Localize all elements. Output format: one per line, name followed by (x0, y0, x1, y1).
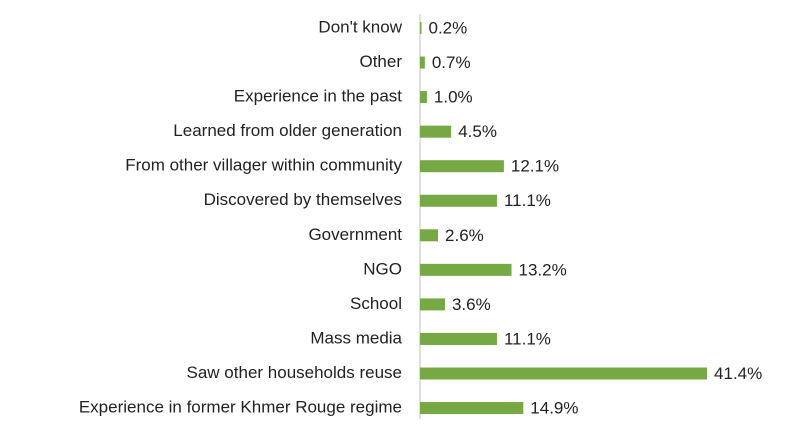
bar (420, 56, 425, 69)
bar (420, 298, 445, 311)
data-label: 4.5% (458, 122, 497, 141)
data-label: 13.2% (519, 260, 567, 279)
data-label: 3.6% (452, 295, 491, 314)
category-label: Saw other households reuse (187, 363, 402, 382)
data-label: 0.2% (429, 18, 468, 37)
bar (420, 125, 452, 138)
category-label: Mass media (310, 328, 402, 347)
category-label: Don't know (318, 17, 402, 36)
category-label: Learned from older generation (173, 121, 402, 140)
bar (420, 91, 427, 104)
category-label: Other (359, 52, 402, 71)
bar (420, 194, 497, 207)
data-label: 41.4% (714, 364, 762, 383)
data-label: 2.6% (445, 226, 484, 245)
category-label: School (350, 294, 402, 313)
data-label: 0.7% (432, 53, 471, 72)
data-label: 1.0% (434, 88, 473, 107)
data-label: 12.1% (511, 157, 559, 176)
bar (420, 402, 524, 415)
category-label: NGO (363, 259, 402, 278)
bar (420, 263, 512, 276)
data-label: 14.9% (530, 399, 578, 418)
bar (420, 229, 439, 242)
category-label: From other villager within community (125, 156, 402, 175)
category-label: Government (308, 225, 402, 244)
category-label: Experience in former Khmer Rouge regime (79, 398, 402, 417)
category-label: Experience in the past (234, 87, 402, 106)
category-label: Discovered by themselves (204, 190, 402, 209)
data-label: 11.1% (504, 329, 551, 348)
bar (420, 22, 422, 34)
bar (420, 332, 497, 345)
bar (420, 160, 504, 173)
data-label: 11.1% (504, 191, 551, 210)
bar (420, 367, 708, 380)
